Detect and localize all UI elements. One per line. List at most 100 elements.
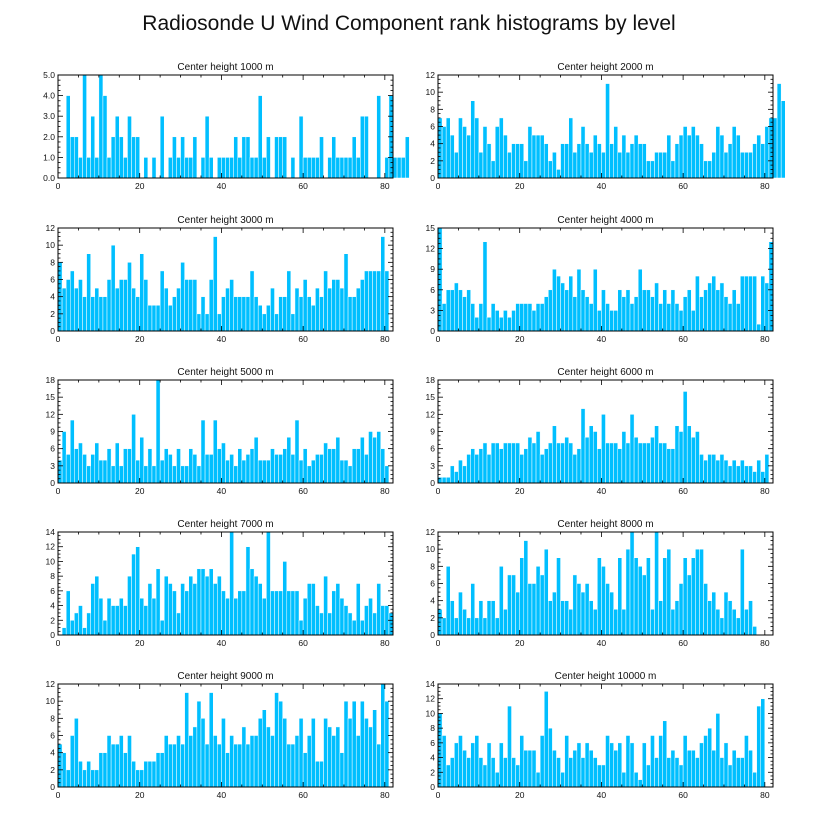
bar	[355, 448, 361, 484]
x-tick-label: 80	[380, 790, 390, 800]
x-tick-label: 60	[678, 638, 688, 648]
bar	[319, 136, 324, 179]
bar	[180, 465, 185, 484]
bar	[678, 583, 684, 636]
bar	[592, 134, 598, 179]
bar	[576, 143, 582, 179]
bar	[323, 442, 328, 484]
bar	[196, 465, 202, 484]
bar	[535, 134, 541, 179]
bar	[609, 442, 614, 484]
bar	[200, 296, 206, 332]
bar	[274, 692, 279, 788]
panel-title: Center height 10000 m	[555, 671, 657, 682]
panel-7: Center height 7000 m 0 2 4 6 8 10 12 14 0 20 40 60 80	[46, 519, 394, 648]
bar	[699, 143, 704, 179]
bar	[686, 134, 692, 179]
bar	[168, 305, 173, 332]
bar	[588, 425, 594, 484]
bar	[212, 735, 218, 788]
bar	[543, 448, 549, 484]
bar	[678, 310, 684, 332]
bar	[94, 442, 100, 484]
bar	[719, 134, 725, 179]
y-tick-label: 1.0	[43, 152, 55, 162]
bar	[221, 590, 226, 636]
bar	[311, 459, 316, 484]
bar	[151, 465, 157, 484]
bar	[180, 583, 185, 636]
bar	[474, 117, 480, 179]
bar	[588, 749, 594, 788]
bar	[478, 757, 484, 788]
bar	[576, 583, 582, 636]
y-tick-label: 2	[430, 156, 435, 166]
bar	[519, 557, 525, 636]
bar	[519, 735, 525, 788]
bar	[445, 117, 451, 179]
bar	[564, 436, 569, 484]
bar	[311, 157, 316, 179]
bar	[245, 454, 251, 484]
bar	[543, 143, 549, 179]
x-tick-label: 80	[760, 486, 770, 496]
bar	[298, 115, 304, 179]
y-tick-label: 12	[426, 694, 436, 704]
bar	[94, 157, 100, 179]
bar	[658, 303, 663, 332]
bar	[78, 157, 83, 179]
y-tick-label: 3	[430, 461, 435, 471]
bar	[482, 764, 488, 788]
bar	[208, 692, 214, 788]
bar	[315, 605, 320, 636]
bar	[188, 735, 194, 788]
bar	[61, 287, 67, 332]
y-tick-label: 8	[50, 713, 55, 723]
bar	[212, 236, 218, 332]
bar	[335, 436, 341, 484]
bar	[253, 157, 259, 179]
bar	[731, 126, 737, 179]
bar	[151, 597, 157, 636]
bar	[617, 448, 623, 484]
bar	[245, 136, 251, 179]
bar	[159, 270, 165, 332]
bar	[707, 454, 712, 484]
bar	[686, 289, 692, 332]
bar	[257, 583, 263, 636]
bar	[682, 126, 688, 179]
bar	[535, 566, 541, 636]
bar	[229, 531, 234, 636]
bar	[462, 126, 467, 179]
bar	[380, 448, 386, 484]
bar	[266, 305, 271, 332]
x-tick-label: 0	[436, 181, 441, 191]
bar	[372, 270, 377, 332]
bar	[486, 317, 492, 332]
bar	[642, 442, 647, 484]
x-tick-label: 40	[597, 181, 607, 191]
bar	[658, 152, 663, 179]
bar	[482, 241, 488, 332]
y-tick-label: 6	[50, 444, 55, 454]
bar	[163, 287, 169, 332]
bar	[86, 253, 91, 332]
bar	[311, 305, 316, 332]
y-tick-label: 10	[46, 696, 56, 706]
bar	[355, 157, 361, 179]
bar	[494, 442, 500, 484]
bar	[196, 313, 202, 332]
bar	[482, 126, 488, 179]
bar	[539, 454, 545, 484]
bar	[691, 749, 696, 788]
bar	[102, 752, 108, 788]
bar	[719, 282, 725, 332]
bar	[127, 448, 132, 484]
bar	[454, 471, 459, 484]
x-tick-label: 0	[436, 334, 441, 344]
x-tick-label: 20	[135, 181, 145, 191]
bar	[490, 757, 496, 788]
bar	[245, 546, 251, 636]
bar	[564, 600, 569, 636]
bar	[143, 157, 149, 179]
